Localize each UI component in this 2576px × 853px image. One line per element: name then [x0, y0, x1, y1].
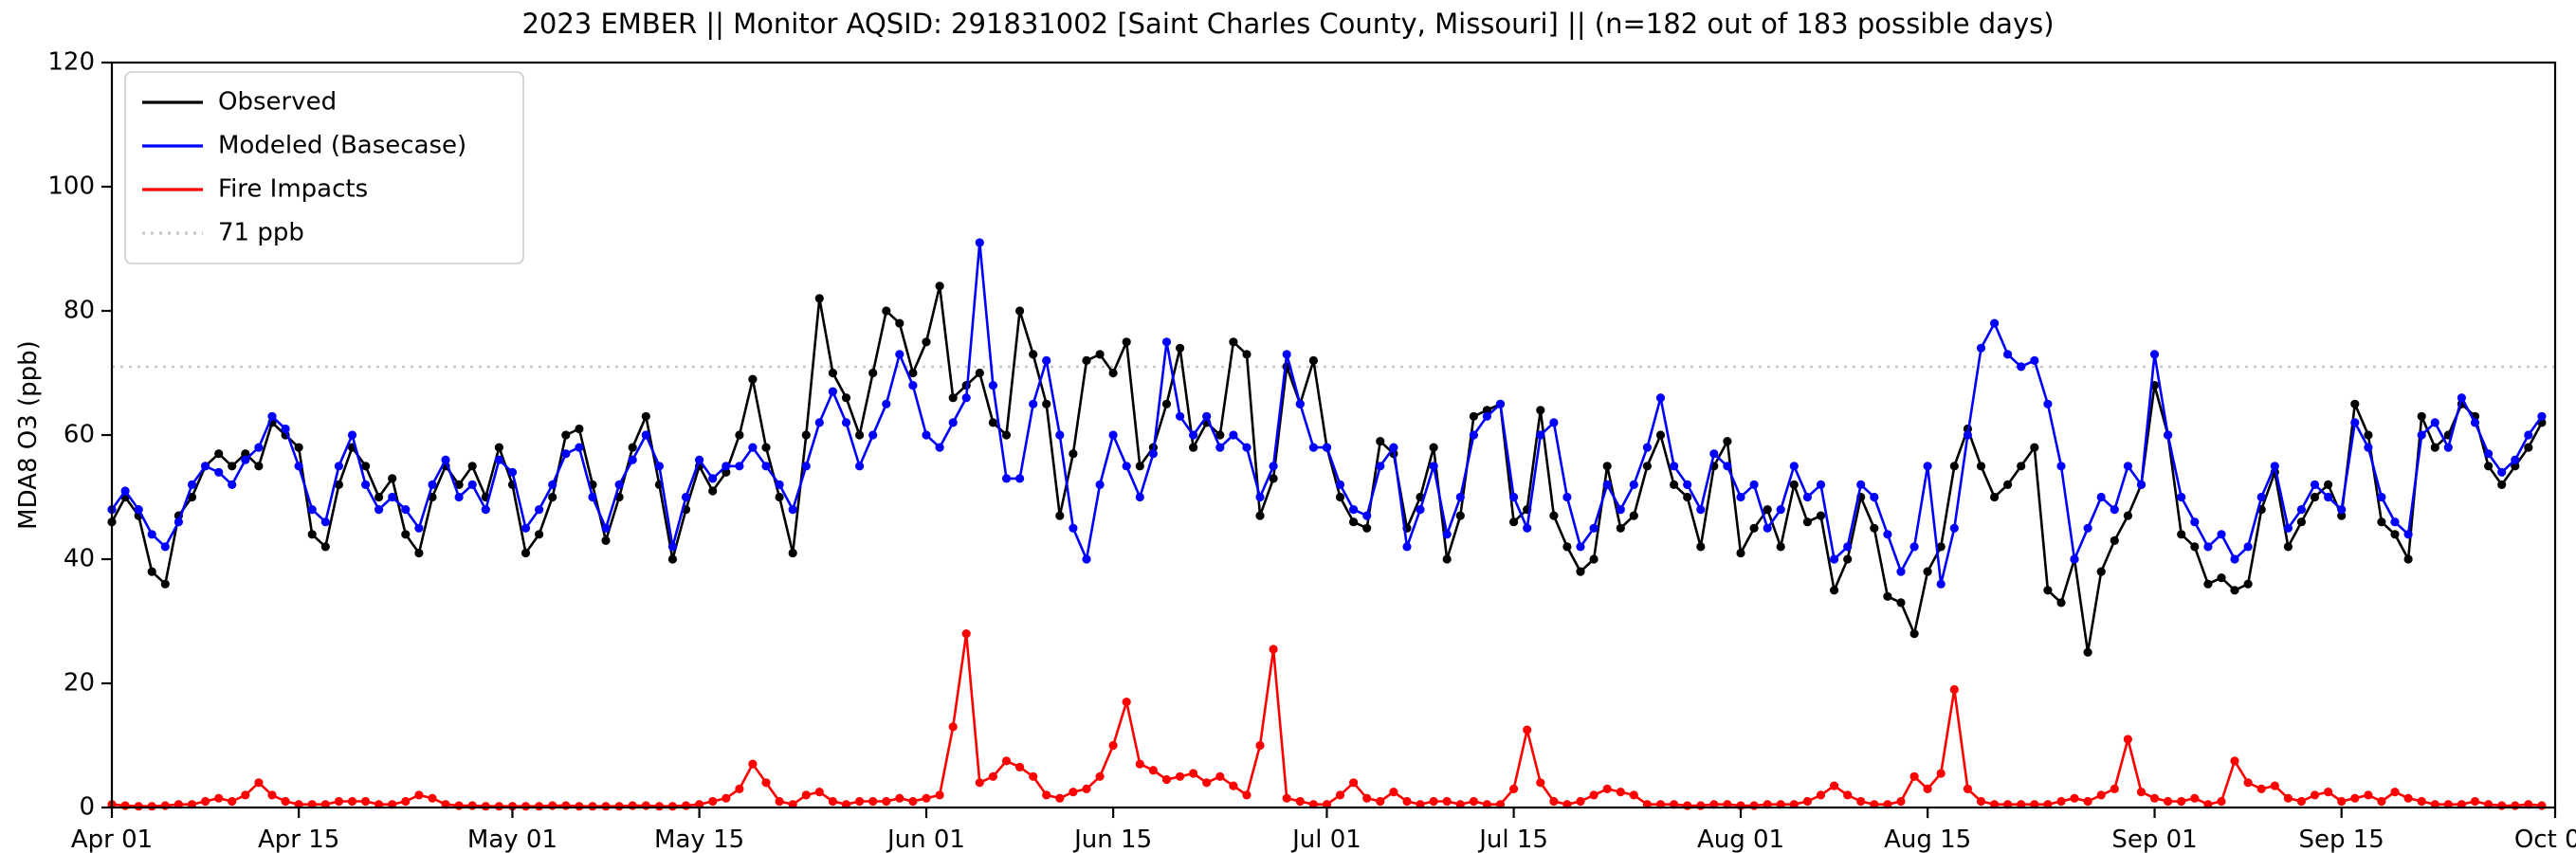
x-tick-label: Jun 15	[1072, 826, 1152, 853]
x-tick-label: May 15	[654, 826, 744, 853]
y-tick-label: 0	[79, 793, 95, 822]
x-tick-label: Jul 15	[1477, 826, 1548, 853]
x-tick-label: Sep 15	[2299, 826, 2384, 853]
y-tick-label: 100	[47, 172, 95, 201]
series-observed	[107, 281, 2547, 657]
y-tick-label: 120	[47, 48, 95, 77]
x-tick-label: Aug 01	[1697, 826, 1784, 853]
x-tick-label: Aug 15	[1884, 826, 1971, 853]
legend-label: Modeled (Basecase)	[218, 132, 466, 160]
x-tick-label: Apr 01	[71, 826, 153, 853]
x-tick-label: Jun 01	[886, 826, 965, 853]
y-tick-label: 60	[64, 421, 95, 449]
legend-label: 71 ppb	[218, 219, 304, 247]
x-tick-label: May 01	[467, 826, 557, 853]
legend-label: Observed	[218, 88, 337, 117]
series-fire-impacts	[107, 629, 2547, 811]
y-axis-ticks: 0 20 40 60 80 100 120	[47, 48, 112, 822]
x-axis-ticks: Apr 01 Apr 15 May 01 May 15 Jun 01 Jun 15 Jul …	[71, 808, 2576, 853]
y-tick-label: 40	[64, 545, 95, 573]
y-tick-label: 80	[64, 297, 95, 325]
x-tick-label: Oct 01	[2514, 826, 2576, 853]
x-tick-label: Jul 01	[1290, 826, 1361, 853]
y-axis-label: MDA8 O3 (ppb)	[14, 340, 43, 530]
y-tick-label: 20	[64, 669, 95, 698]
legend: Observed Modeled (Basecase) Fire Impacts 71…	[124, 71, 524, 264]
x-tick-label: Sep 01	[2111, 826, 2197, 853]
series-modeled-basecase-	[107, 238, 2547, 589]
chart-title: 2023 EMBER || Monitor AQSID: 291831002 […	[521, 8, 2055, 40]
x-tick-label: Apr 15	[258, 826, 339, 853]
legend-label: Fire Impacts	[218, 175, 368, 204]
